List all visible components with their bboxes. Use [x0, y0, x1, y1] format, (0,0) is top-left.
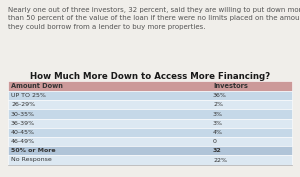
Text: 2%: 2% — [213, 102, 223, 107]
Text: UP TO 25%: UP TO 25% — [11, 93, 46, 98]
Text: No Response: No Response — [11, 158, 52, 162]
Bar — [8, 137, 292, 146]
Text: 36-39%: 36-39% — [11, 121, 35, 126]
Bar — [8, 100, 292, 109]
Text: How Much More Down to Access More Financing?: How Much More Down to Access More Financ… — [30, 72, 270, 81]
Bar — [8, 155, 292, 165]
Text: 3%: 3% — [213, 112, 223, 116]
Bar — [8, 81, 292, 91]
Text: Nearly one out of three investors, 32 percent, said they are willing to put down: Nearly one out of three investors, 32 pe… — [8, 7, 300, 30]
Text: 4%: 4% — [213, 130, 223, 135]
Text: 40-45%: 40-45% — [11, 130, 35, 135]
Bar — [8, 91, 292, 100]
Bar — [8, 109, 292, 119]
Text: 30-35%: 30-35% — [11, 112, 35, 116]
Bar — [8, 128, 292, 137]
Text: 26-29%: 26-29% — [11, 102, 35, 107]
Text: 0: 0 — [213, 139, 217, 144]
Bar — [8, 119, 292, 128]
Text: 32: 32 — [213, 148, 222, 153]
Text: Investors: Investors — [213, 83, 248, 89]
Text: 36%: 36% — [213, 93, 227, 98]
Text: 22%: 22% — [213, 158, 227, 162]
Text: 46-49%: 46-49% — [11, 139, 35, 144]
Text: 3%: 3% — [213, 121, 223, 126]
Text: 50% or More: 50% or More — [11, 148, 56, 153]
Bar — [8, 146, 292, 155]
Text: Amount Down: Amount Down — [11, 83, 63, 89]
